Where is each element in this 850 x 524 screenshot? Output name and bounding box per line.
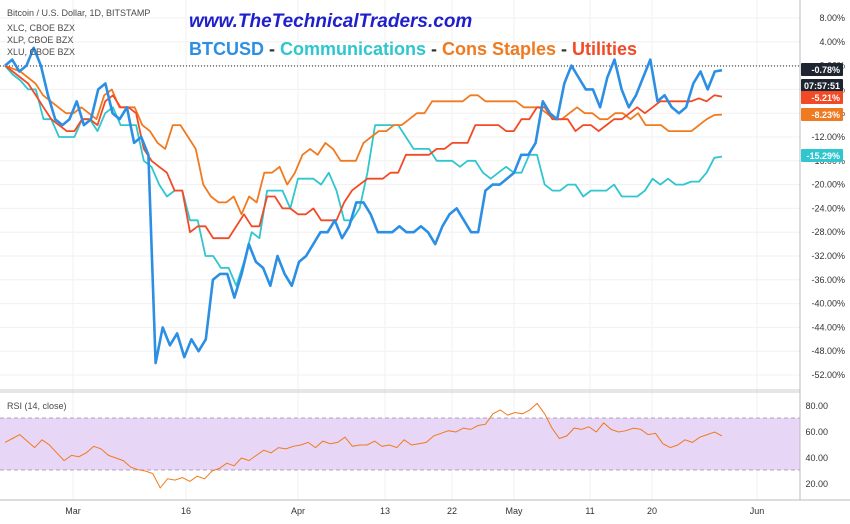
price-badge-box — [801, 149, 843, 162]
price-badge: 07:57:51 — [801, 79, 843, 92]
headline-part: - — [556, 39, 572, 59]
rsi-layer — [4, 402, 723, 489]
y-tick-label: -48.00% — [811, 346, 845, 356]
y-tick-label: -44.00% — [811, 322, 845, 332]
rsi-axis: 80.00 60.00 40.00 20.00 — [805, 401, 828, 489]
price-badge-box — [801, 91, 843, 104]
price-badge: -8.23% — [801, 108, 843, 121]
headline-part: Cons Staples — [442, 39, 556, 59]
series-layer — [4, 46, 723, 365]
y-tick-label: -24.00% — [811, 203, 845, 213]
rsi-tick-label: 20.00 — [805, 479, 828, 489]
x-tick-label: Apr — [291, 506, 305, 516]
price-badge: -0.78% — [801, 63, 843, 76]
symbol-line-1: Bitcoin / U.S. Dollar, 1D, BITSTAMP — [7, 8, 150, 18]
y-tick-label: -20.00% — [811, 180, 845, 190]
rsi-tick-label: 60.00 — [805, 427, 828, 437]
headline-part: Communications — [280, 39, 426, 59]
headline-part: Utilities — [572, 39, 637, 59]
price-badge-box — [801, 79, 843, 92]
series-line — [4, 65, 723, 287]
price-badge-box — [801, 63, 843, 76]
symbol-line-3: XLP, CBOE BZX — [7, 35, 73, 45]
price-badge: -5.21% — [801, 91, 843, 104]
headline-part: BTCUSD — [189, 39, 264, 59]
rsi-label: RSI (14, close) — [7, 401, 67, 411]
price-badge-label: -5.21% — [811, 93, 840, 103]
x-tick-label: 13 — [380, 506, 390, 516]
rsi-line — [4, 402, 723, 489]
price-badge: -15.29% — [801, 149, 843, 162]
y-tick-label: -28.00% — [811, 227, 845, 237]
headline-part: - — [426, 39, 442, 59]
grid — [0, 0, 800, 500]
series-line — [4, 64, 723, 240]
rsi-tick-label: 80.00 — [805, 401, 828, 411]
price-badge-label: -0.78% — [811, 65, 840, 75]
price-badge-label: 07:57:51 — [804, 81, 840, 91]
series-headline: BTCUSD - Communications - Cons Staples -… — [189, 39, 637, 59]
x-tick-label: May — [505, 506, 523, 516]
y-tick-label: -40.00% — [811, 299, 845, 309]
y-tick-label: 8.00% — [819, 13, 845, 23]
y-tick-label: -52.00% — [811, 370, 845, 380]
price-badge-label: -15.29% — [806, 151, 840, 161]
price-badge-box — [801, 108, 843, 121]
x-tick-label: Jun — [750, 506, 765, 516]
y-tick-label: -32.00% — [811, 251, 845, 261]
y-tick-label: -36.00% — [811, 275, 845, 285]
symbol-line-2: XLC, CBOE BZX — [7, 23, 75, 33]
x-tick-label: Mar — [65, 506, 81, 516]
price-badges: -0.78% 07:57:51 -5.21% -8.23% -15.29% — [801, 63, 843, 162]
y-tick-label: -12.00% — [811, 132, 845, 142]
x-tick-label: 11 — [585, 506, 594, 516]
symbol-legend: Bitcoin / U.S. Dollar, 1D, BITSTAMP XLC,… — [7, 8, 150, 57]
symbol-line-4: XLU, CBOE BZX — [7, 47, 75, 57]
series-line — [4, 46, 723, 365]
rsi-tick-label: 40.00 — [805, 453, 828, 463]
x-tick-label: 16 — [181, 506, 191, 516]
x-tick-label: 20 — [647, 506, 657, 516]
y-tick-label: 4.00% — [819, 37, 845, 47]
headline-part: - — [264, 39, 280, 59]
x-axis: Mar 16 Apr 13 22 May 11 20 Jun — [65, 506, 764, 516]
website-watermark: www.TheTechnicalTraders.com — [189, 11, 472, 32]
price-badge-label: -8.23% — [811, 110, 840, 120]
x-tick-label: 22 — [447, 506, 457, 516]
